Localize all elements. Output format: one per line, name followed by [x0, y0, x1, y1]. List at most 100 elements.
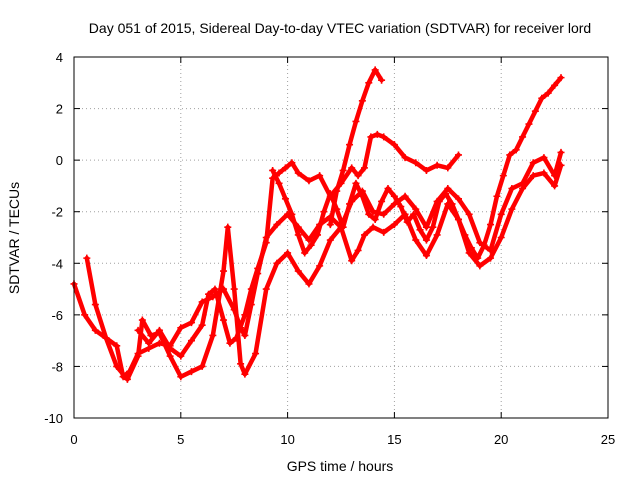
y-tick-label: -10 — [44, 411, 63, 426]
data-trace-segment — [315, 209, 327, 238]
data-trace-segment — [285, 250, 301, 274]
grid — [74, 57, 608, 418]
data-point — [454, 151, 462, 159]
data-trace-segment — [225, 224, 237, 292]
data-trace-segment — [234, 312, 248, 341]
data-trace-segment — [355, 232, 367, 253]
data-trace-segment — [135, 317, 145, 359]
data-trace-segment — [296, 268, 312, 287]
data-trace-segment — [276, 181, 288, 202]
y-axis-label: SDTVAR / TECUs — [6, 182, 22, 294]
data-trace-segment — [135, 328, 152, 346]
data-trace-segment — [413, 237, 429, 258]
data-series — [134, 130, 462, 360]
data-trace-segment — [552, 150, 564, 178]
data-trace-segment — [328, 188, 339, 227]
y-tick-label: -2 — [51, 205, 63, 220]
data-trace-segment — [434, 201, 451, 238]
data-point — [557, 148, 565, 156]
data-trace-segment — [199, 291, 211, 328]
data-trace-segment — [317, 237, 333, 269]
data-trace-segment — [189, 299, 205, 325]
data-trace-segment — [449, 201, 461, 222]
data-trace-segment — [475, 242, 487, 261]
data-trace-segment — [381, 201, 397, 217]
data-trace-segment — [509, 186, 525, 212]
data-trace-segment — [456, 196, 472, 217]
data-trace-segment — [340, 142, 352, 173]
data-point — [557, 74, 565, 82]
data-trace-segment — [125, 353, 141, 382]
data-trace-segment — [274, 250, 290, 266]
data-trace-segment — [520, 173, 536, 191]
data-trace-segment — [360, 193, 372, 217]
x-tick-label: 0 — [70, 432, 77, 447]
data-trace-segment — [283, 196, 295, 217]
data-trace-segment — [140, 317, 154, 338]
data-trace-segment — [255, 240, 269, 271]
data-trace-segment — [221, 286, 237, 312]
data-trace-segment — [167, 353, 184, 379]
data-trace-segment — [520, 160, 536, 186]
data-trace-segment — [481, 222, 493, 248]
y-tick-label: -6 — [51, 308, 63, 323]
data-trace-segment — [498, 186, 515, 217]
data-trace-segment — [338, 224, 354, 263]
data-trace-segment — [353, 98, 365, 124]
x-tick-label: 5 — [177, 432, 184, 447]
data-trace-segment — [392, 142, 408, 160]
data-trace-segment — [253, 286, 269, 356]
data-trace-segment — [296, 232, 307, 256]
data-trace-segment — [520, 121, 532, 140]
y-tick-label: -8 — [51, 359, 63, 374]
data-trace-segment — [93, 302, 109, 341]
data-trace-segment — [360, 188, 376, 214]
data-trace-segment — [552, 75, 564, 88]
data-trace-segment — [306, 263, 322, 287]
data-layer — [70, 66, 565, 383]
data-trace-segment — [533, 96, 545, 114]
data-trace-segment — [445, 186, 461, 202]
data-trace-segment — [362, 134, 374, 171]
y-tick-label: 4 — [56, 50, 63, 65]
x-tick-label: 20 — [494, 432, 508, 447]
data-trace-segment — [347, 181, 359, 207]
data-trace-segment — [199, 333, 216, 369]
x-axis-label: GPS time / hours — [287, 458, 394, 474]
data-trace-segment — [146, 328, 162, 346]
data-point — [378, 76, 386, 84]
data-trace-segment — [157, 328, 173, 351]
data-trace-segment — [212, 286, 226, 323]
data-trace-segment — [263, 175, 275, 245]
data-trace-segment — [242, 351, 258, 377]
data-trace-segment — [398, 204, 410, 225]
data-trace-segment — [334, 168, 346, 194]
data-trace-segment — [466, 212, 483, 245]
data-trace-segment — [494, 173, 506, 199]
data-trace-segment — [526, 108, 538, 127]
data-trace-segment — [488, 212, 504, 253]
data-trace-segment — [372, 67, 384, 83]
chart-title: Day 051 of 2015, Sidereal Day-to-day VTE… — [89, 20, 591, 36]
data-trace-segment — [242, 302, 254, 338]
data-trace-segment — [488, 193, 500, 227]
data-trace-segment — [541, 170, 557, 189]
data-trace-segment — [340, 201, 352, 230]
data-trace-segment — [274, 212, 290, 227]
data-trace-segment — [189, 322, 205, 343]
data-trace-segment — [270, 168, 282, 186]
data-trace-segment — [541, 155, 557, 178]
data-trace-segment — [249, 266, 260, 292]
data-trace-segment — [167, 325, 184, 349]
data-trace-segment — [456, 217, 468, 238]
data-trace-segment — [466, 250, 483, 269]
data-trace-segment — [411, 212, 423, 233]
x-tick-label: 10 — [280, 432, 294, 447]
data-trace-segment — [114, 364, 130, 382]
data-trace-segment — [360, 80, 372, 104]
data-trace-segment — [353, 181, 365, 199]
ticks: 0 5 10 15 20 25 -10 -8 -6 -4 -2 0 2 4 — [44, 50, 615, 447]
data-trace-segment — [296, 224, 312, 243]
data-trace-segment — [242, 286, 254, 318]
